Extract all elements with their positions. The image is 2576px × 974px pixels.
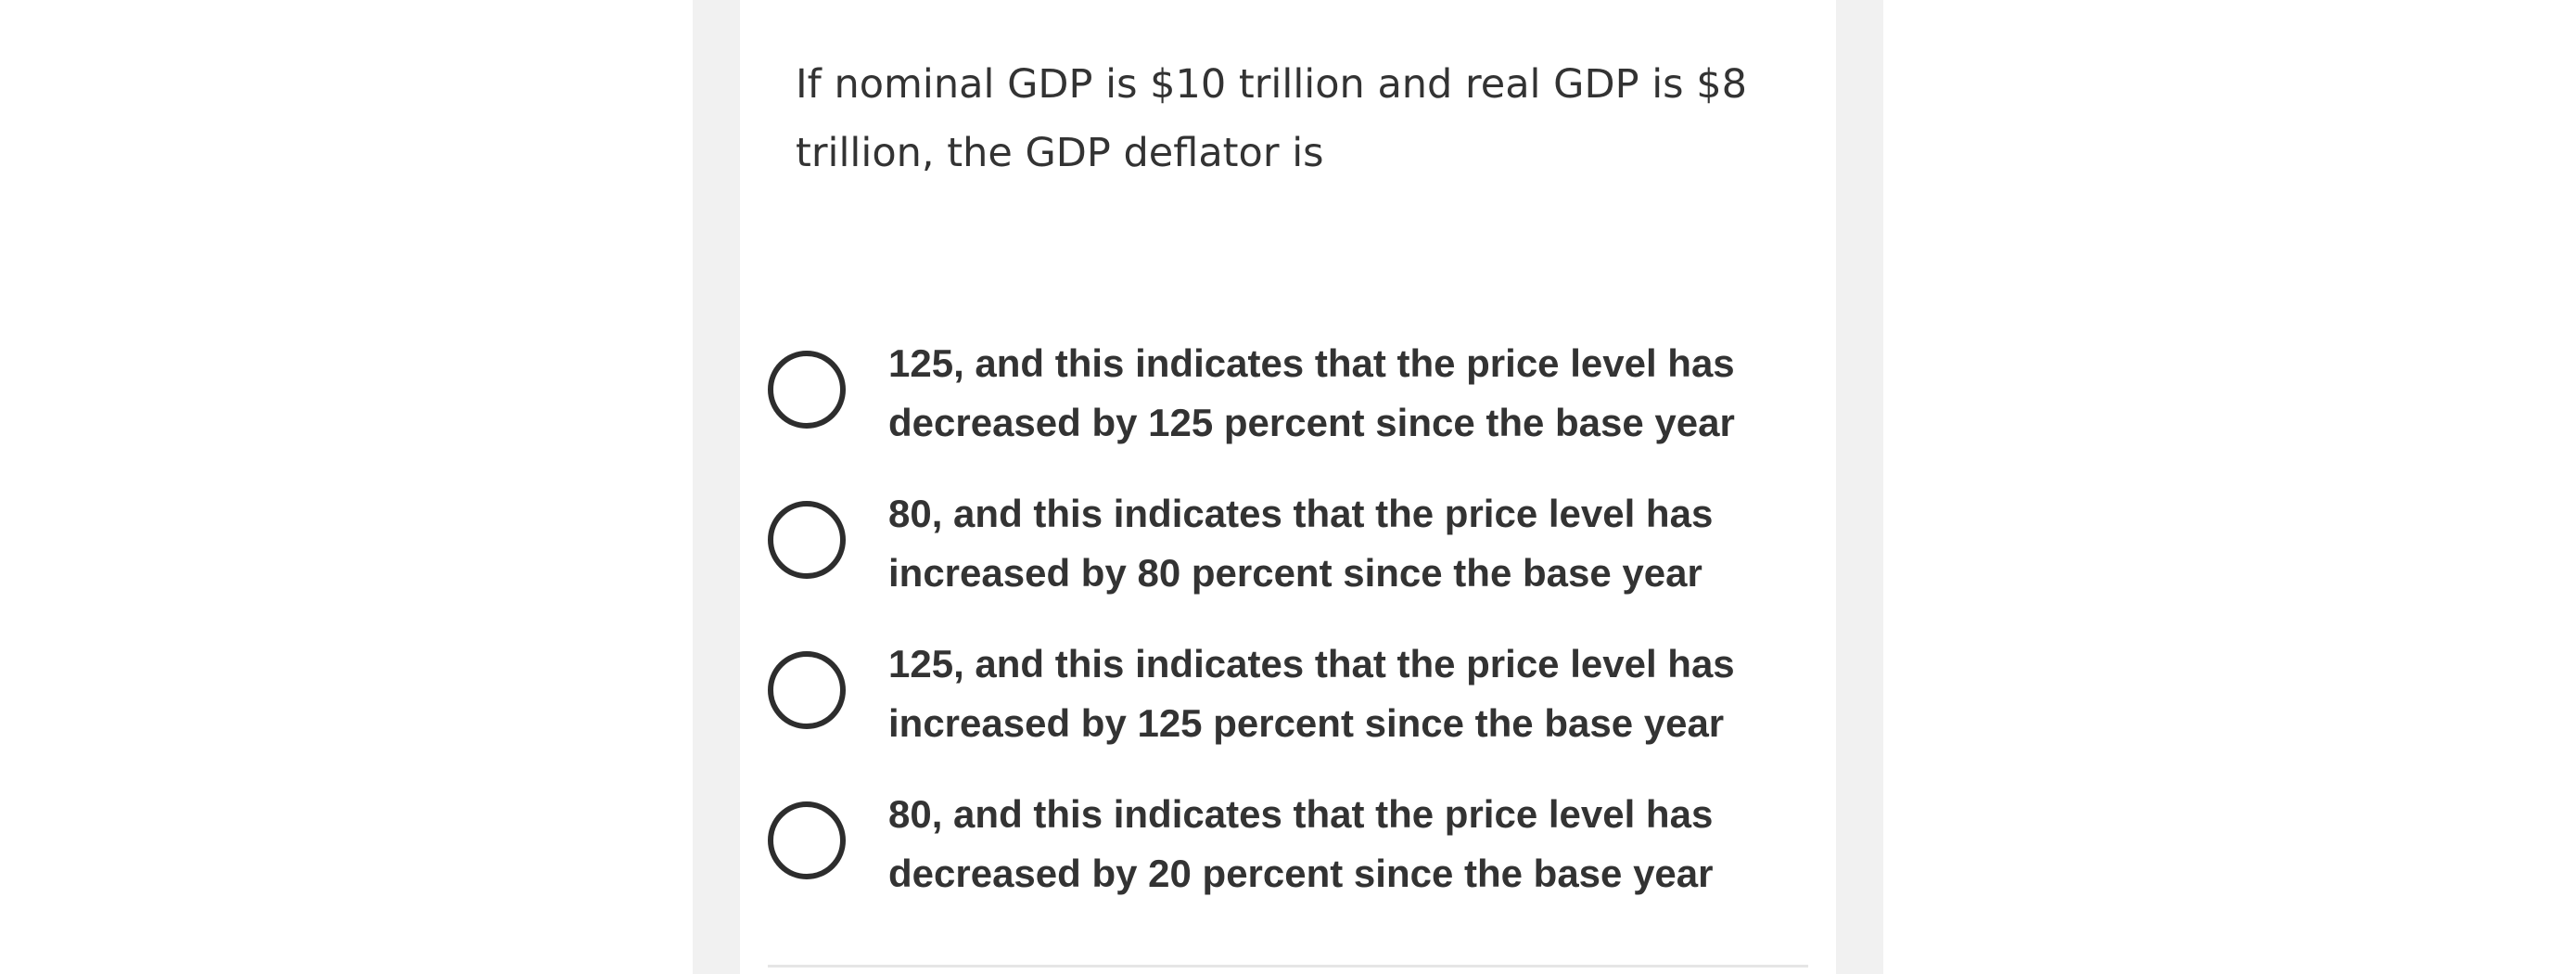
answer-options: 125, and this indicates that the price l… [768,334,1806,935]
radio-button-icon[interactable] [768,351,846,429]
question-card: If nominal GDP is $10 trillion and real … [740,0,1836,974]
answer-option-label: 125, and this indicates that the price l… [888,341,1735,444]
radio-button-icon[interactable] [768,801,846,879]
question-text: If nominal GDP is $10 trillion and real … [796,61,1747,176]
answer-option-label: 125, and this indicates that the price l… [888,642,1735,745]
divider [768,965,1808,968]
answer-option-label: 80, and this indicates that the price le… [888,792,1714,895]
answer-option-1[interactable]: 125, and this indicates that the price l… [768,334,1806,484]
answer-option-label: 80, and this indicates that the price le… [888,492,1714,595]
radio-button-icon[interactable] [768,651,846,729]
answer-option-3[interactable]: 125, and this indicates that the price l… [768,634,1806,785]
answer-option-2[interactable]: 80, and this indicates that the price le… [768,484,1806,634]
radio-button-icon[interactable] [768,501,846,579]
answer-option-4[interactable]: 80, and this indicates that the price le… [768,785,1806,935]
